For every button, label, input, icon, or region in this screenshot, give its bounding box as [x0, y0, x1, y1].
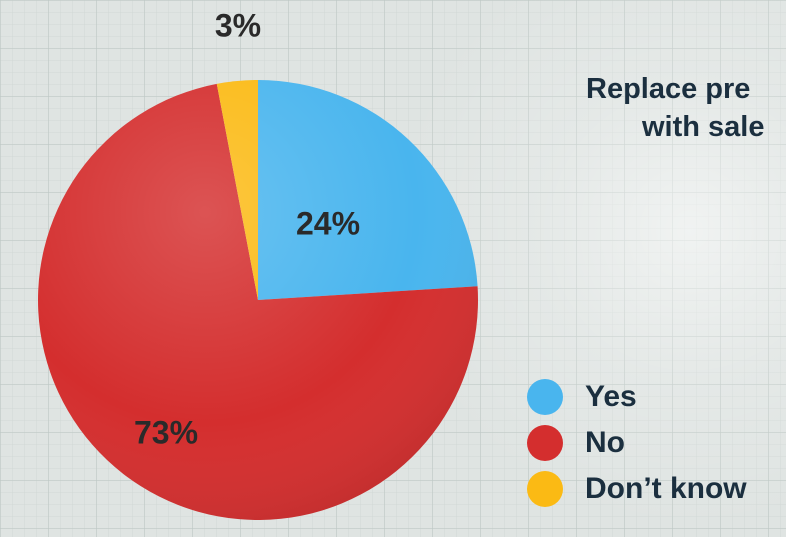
- legend-label-yes: Yes: [585, 380, 637, 413]
- chart-title-line-1: Replace pre: [586, 73, 751, 105]
- legend-item-yes: Yes: [527, 374, 786, 420]
- pie-slice-yes: [258, 80, 478, 300]
- legend-swatch-yes: [527, 379, 563, 415]
- legend-swatch-dont-know: [527, 471, 563, 507]
- slice-label-no: 73%: [134, 414, 198, 450]
- legend-swatch-no: [527, 425, 563, 461]
- chart-title-line-2: with sale: [642, 111, 765, 143]
- legend: Yes No Don’t know: [527, 374, 786, 512]
- chart-title: Replace pre with sale: [586, 70, 786, 146]
- legend-label-dont-know: Don’t know: [585, 472, 747, 505]
- legend-item-no: No: [527, 420, 786, 466]
- slice-label-yes: 24%: [296, 205, 360, 241]
- legend-item-dont-know: Don’t know: [527, 466, 786, 512]
- legend-label-no: No: [585, 426, 625, 459]
- slice-label-dont-know: 3%: [215, 7, 261, 43]
